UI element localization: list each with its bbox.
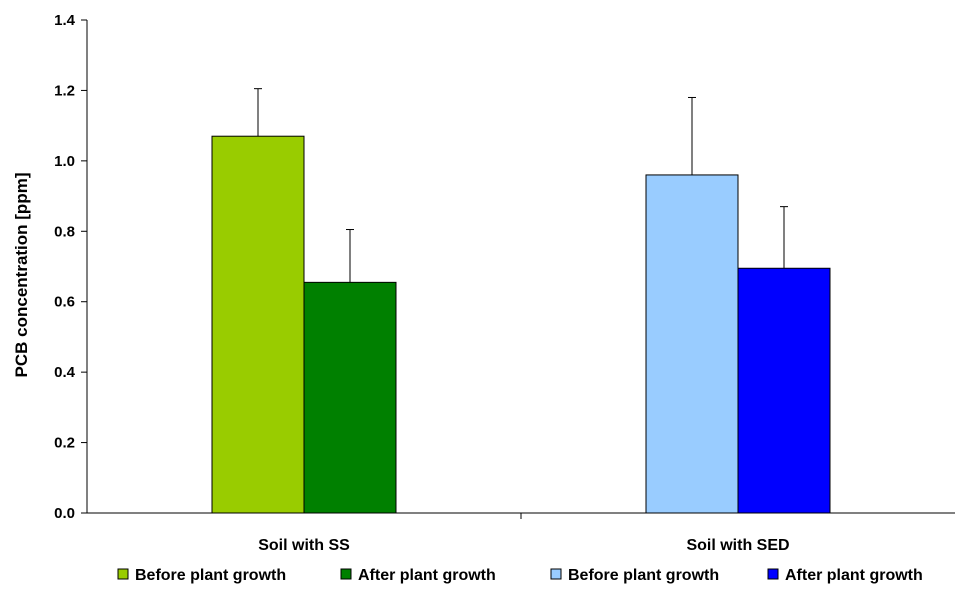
y-tick-label: 1.4 bbox=[54, 12, 76, 29]
y-axis-title: PCB concentration [ppm] bbox=[12, 173, 31, 378]
legend-swatch bbox=[767, 568, 779, 580]
legend-label: After plant growth bbox=[358, 567, 496, 584]
bar bbox=[303, 281, 397, 514]
y-tick-label: 0.0 bbox=[54, 505, 75, 522]
bar bbox=[737, 267, 831, 514]
y-tick-label: 0.6 bbox=[54, 294, 75, 311]
y-tick-label: 1.2 bbox=[54, 82, 75, 99]
x-category-label: Soil with SS bbox=[258, 537, 350, 554]
legend-label: Before plant growth bbox=[135, 567, 286, 584]
legend-swatch bbox=[117, 568, 129, 580]
x-category-label: Soil with SED bbox=[686, 537, 789, 554]
legend-swatch bbox=[550, 568, 562, 580]
bar bbox=[645, 174, 739, 514]
y-tick-label: 0.8 bbox=[54, 223, 75, 240]
y-tick-label: 0.2 bbox=[54, 435, 75, 452]
bar bbox=[211, 135, 305, 514]
y-tick-label: 1.0 bbox=[54, 153, 75, 170]
legend-swatch bbox=[340, 568, 352, 580]
legend-label: Before plant growth bbox=[568, 567, 719, 584]
y-tick-label: 0.4 bbox=[54, 364, 76, 381]
legend-label: After plant growth bbox=[785, 567, 923, 584]
